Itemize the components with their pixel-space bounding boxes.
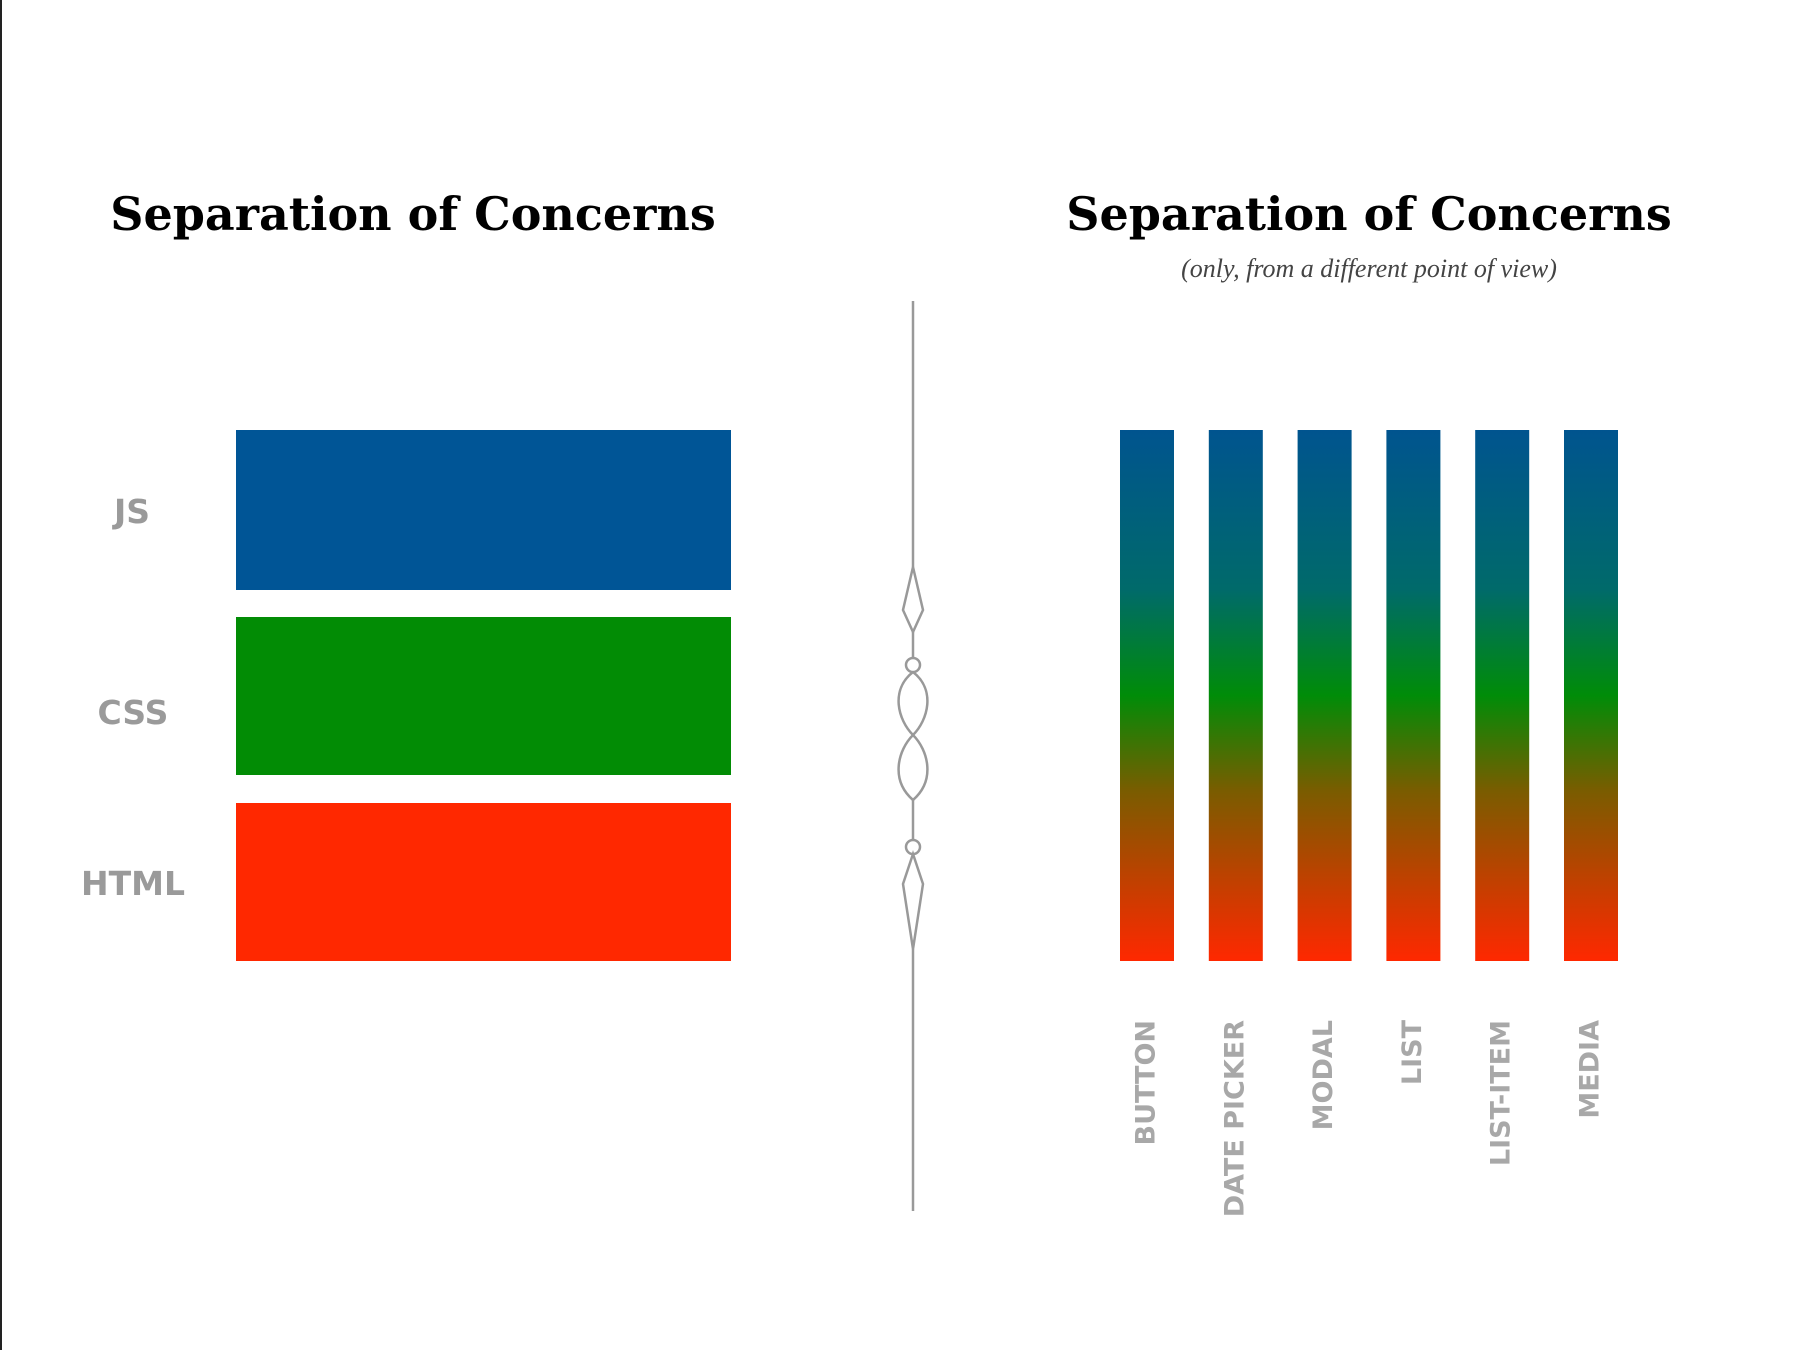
component-bar: [1564, 430, 1618, 961]
component-bar: [1208, 430, 1263, 961]
layer-bar: [236, 617, 731, 775]
component-label: LIST: [1397, 1019, 1428, 1085]
right-title: Separation of Concerns: [1066, 187, 1671, 241]
layer-bar: [236, 803, 731, 961]
component-bar: [1386, 430, 1441, 961]
component-label: LIST-ITEM: [1486, 1020, 1517, 1166]
layer-label: HTML: [81, 864, 185, 903]
component-bar: [1475, 430, 1530, 961]
subtitle: (only, from a different point of view): [1181, 254, 1557, 283]
divider: [897, 301, 929, 1211]
layer-label: CSS: [98, 693, 169, 732]
layer-bar: [236, 430, 731, 590]
left-title: Separation of Concerns: [110, 187, 715, 241]
component-label: MEDIA: [1575, 1020, 1606, 1119]
component-bar: [1120, 430, 1174, 961]
components: BUTTON DATE PICKER MODAL LIST LIST-ITEM MEDIA: [1120, 430, 1618, 1217]
component-label: MODAL: [1308, 1020, 1339, 1130]
component-bar: [1297, 430, 1352, 961]
layer-label: JS: [112, 492, 150, 531]
component-label: BUTTON: [1131, 1020, 1162, 1146]
component-label: DATE PICKER: [1219, 1020, 1250, 1217]
